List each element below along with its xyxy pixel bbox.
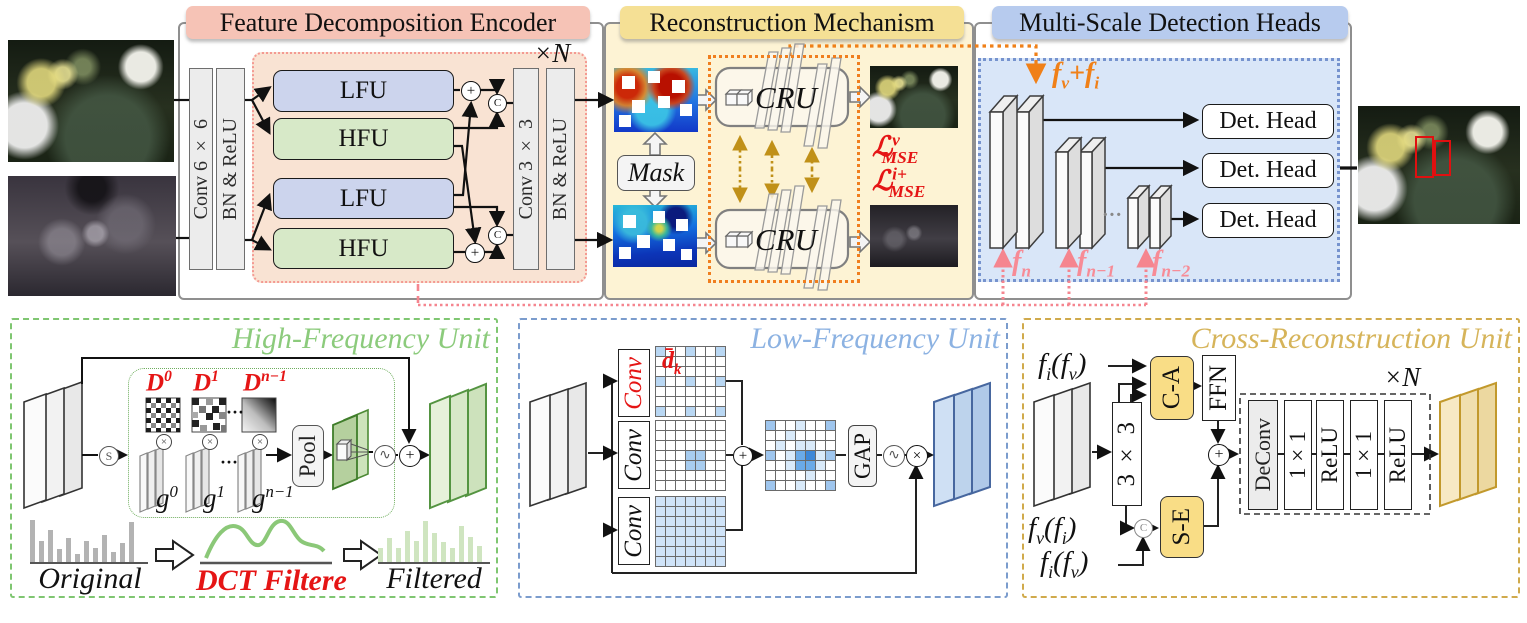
- fused-feature-label: fv+fi: [1052, 58, 1100, 93]
- full-kernel-grid: [655, 496, 726, 567]
- multiply-icon: ×: [156, 434, 172, 450]
- dct-basis-0-label: D0: [146, 368, 172, 397]
- add-icon: +: [461, 81, 481, 101]
- cru-title: Cross-Reconstruction Unit: [1190, 322, 1512, 355]
- output-detection-image: [1358, 106, 1520, 224]
- cru-pair-box: [708, 55, 860, 283]
- scale-dots: ···: [1102, 204, 1123, 226]
- feature-n-label: fn: [1012, 246, 1031, 281]
- split-icon: S: [99, 446, 119, 466]
- detection-bbox: [1415, 136, 1434, 178]
- cross-input-bottom-label: fi(fv): [1040, 546, 1089, 582]
- gn-label: gn−1: [252, 482, 294, 513]
- concat-icon: C: [488, 226, 507, 245]
- sigmoid-icon: ∿: [883, 445, 905, 467]
- dct-basis-n-label: Dn−1: [243, 368, 287, 397]
- cru-label-2: CRU: [755, 222, 817, 257]
- masked-feature-rgb: [614, 68, 698, 132]
- add-icon: +: [465, 243, 485, 263]
- add-icon: +: [1208, 444, 1230, 466]
- loss-mse-i: ℒi+MSE: [872, 164, 926, 201]
- encoder-repeat-label: ×N: [534, 38, 571, 68]
- det-head-1: Det. Head: [1202, 104, 1334, 139]
- center-kernel-grid: [655, 420, 726, 491]
- multiply-icon: ×: [202, 434, 218, 450]
- conv-box: Conv: [618, 421, 650, 489]
- reconstructed-rgb-image: [870, 66, 958, 128]
- ffn-box: FFN: [1202, 355, 1236, 421]
- g0-label: g0: [156, 482, 178, 513]
- relu-box: ReLU: [1316, 400, 1344, 510]
- deconv-box: DeConv: [1248, 400, 1278, 510]
- stack-input-label: fv(fi): [1028, 512, 1077, 548]
- detection-header: Multi-Scale Detection Heads: [992, 6, 1348, 39]
- hfu-panel: [10, 318, 498, 598]
- reconstructed-thermal-image: [870, 205, 958, 267]
- channel-attention-box: C-A: [1150, 356, 1194, 420]
- mask-box: Mask: [617, 155, 695, 191]
- relu-box: ReLU: [1384, 400, 1412, 510]
- original-label: Original: [38, 562, 142, 595]
- bn-relu-bar-2: BN & ReLU: [546, 68, 575, 270]
- g-dots: ···: [220, 452, 239, 472]
- conv6-bar: Conv 6 × 6: [189, 68, 213, 270]
- reconstruction-header: Reconstruction Mechanism: [620, 6, 964, 39]
- lfu-panel: [518, 318, 1008, 598]
- cru-repeat-label: ×N: [1384, 362, 1421, 392]
- concat-icon: C: [488, 94, 507, 113]
- det-head-3: Det. Head: [1202, 203, 1334, 238]
- histogram-filtered: [378, 516, 490, 564]
- squeeze-excite-box: S-E: [1160, 496, 1204, 558]
- bn-relu-bar-1: BN & ReLU: [216, 68, 245, 270]
- add-icon: +: [733, 446, 753, 466]
- feature-n1-label: fn−1: [1077, 246, 1116, 281]
- add-icon: +: [399, 445, 421, 467]
- histogram-original: [30, 516, 148, 564]
- hfu-title: High-Frequency Unit: [232, 322, 490, 355]
- conv-dilated-box: Conv: [618, 349, 650, 417]
- combined-kernel-grid: [765, 420, 836, 491]
- encoder-header: Feature Decomposition Encoder: [186, 6, 590, 39]
- input-thermal-image: [8, 176, 176, 296]
- conv11-box: 1×1: [1284, 400, 1312, 510]
- masked-feature-thermal: [613, 205, 697, 267]
- cru-panel: [1022, 318, 1520, 598]
- multiply-icon: ×: [252, 434, 268, 450]
- dilation-rate-label: d̄k: [662, 348, 682, 378]
- hfu-block-1: HFU: [273, 118, 454, 160]
- lfu-title: Low-Frequency Unit: [750, 322, 1000, 355]
- conv11-box: 1×1: [1350, 400, 1378, 510]
- dct-basis-1-label: D1: [193, 368, 219, 397]
- conv3-bar: Conv 3 × 3: [513, 68, 539, 270]
- concat-icon: C: [1134, 519, 1153, 538]
- kernel-dots: ···: [226, 402, 245, 422]
- feature-n2-label: fn−2: [1152, 246, 1191, 281]
- cross-input-top-label: fi(fv): [1038, 348, 1087, 384]
- hfu-block-2: HFU: [273, 228, 454, 269]
- hfu-dct-bank-box: [128, 368, 395, 518]
- cru-label-1: CRU: [755, 80, 817, 115]
- dilated-kernel-grid: [655, 346, 726, 417]
- sigmoid-icon: ∿: [374, 445, 396, 467]
- g1-label: g1: [203, 482, 225, 513]
- lfu-block-1: LFU: [273, 70, 454, 112]
- pool-box: Pool: [292, 425, 324, 487]
- loss-mse-v: ℒvMSE: [872, 130, 919, 167]
- conv33-box: 3 × 3: [1112, 402, 1142, 506]
- detection-bbox: [1434, 140, 1451, 176]
- lfu-block-2: LFU: [273, 178, 454, 219]
- filtered-label: Filtered: [386, 562, 482, 595]
- multiply-icon: ×: [906, 445, 928, 467]
- conv-box: Conv: [618, 497, 650, 565]
- gap-box: GAP: [848, 425, 877, 487]
- dct-filtered-label: DCT Filtere: [196, 564, 347, 597]
- det-head-2: Det. Head: [1202, 153, 1334, 188]
- input-rgb-image: [8, 40, 174, 162]
